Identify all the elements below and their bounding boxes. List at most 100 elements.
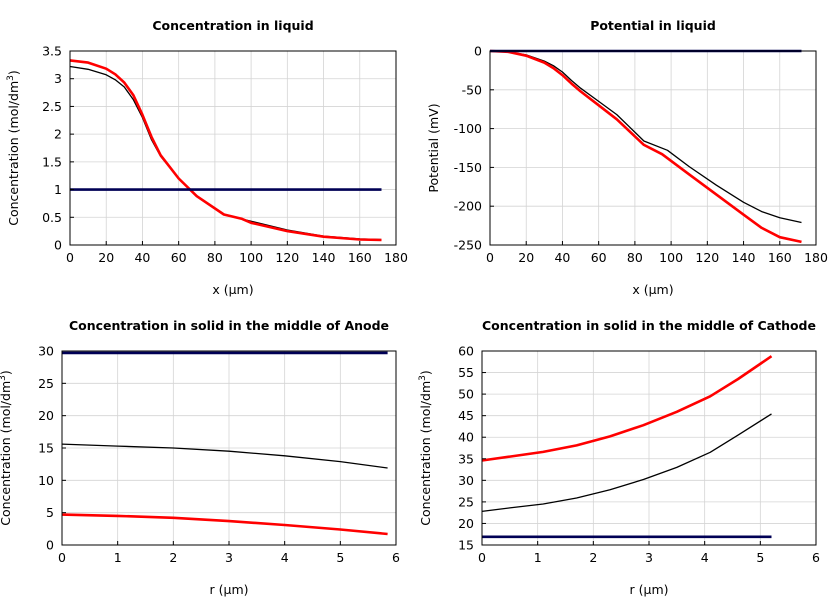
chart-panel-1: 0 20 40 60 80 100 120 140 160 180 0 0.5 1 1.5 2 2.5 3 3.5… [6,18,408,297]
y-axis-label: Concentration (mol/dm3) [418,370,433,526]
series-line-1 [69,65,382,241]
x-tick-label: 100 [239,250,263,265]
x-tick-label: 60 [591,250,607,265]
x-tick-label: 20 [98,250,114,265]
y-tick-label: 25 [38,376,54,391]
y-axis-label-sup: 3 [6,75,16,81]
x-tick-label: 3 [225,550,233,565]
y-tick-label: 2.5 [42,99,62,114]
y-tick-label: 30 [38,344,54,359]
x-tick-label: 180 [384,250,408,265]
y-tick-label: 30 [458,473,474,488]
x-tick-label: 60 [171,250,187,265]
y-axis-label-end: ) [418,370,433,375]
y-tick-label: 35 [458,451,474,466]
chart-panel-4: 0 1 2 3 4 5 615202530354045505560Concentration… [418,318,820,597]
x-tick-label: 0 [486,250,494,265]
series-line-1 [481,413,772,513]
series-line-2 [69,59,382,242]
y-axis-label-end: ) [6,70,21,75]
x-tick-label: 100 [659,250,683,265]
x-tick-label: 0 [58,550,66,565]
y-tick-label: 5 [46,505,54,520]
x-tick-label: 4 [701,550,709,565]
x-tick-label: 5 [336,550,344,565]
y-tick-label: 1 [54,182,62,197]
x-tick-label: 180 [804,250,828,265]
x-tick-label: 0 [66,250,74,265]
x-tick-label: 4 [281,550,289,565]
y-axis-label-main: Concentration (mol/dm [0,381,13,526]
y-tick-label: -200 [454,199,482,214]
x-tick-label: 140 [732,250,756,265]
y-tick-label: 40 [458,430,474,445]
y-tick-label: 2 [54,127,62,142]
y-tick-label: 20 [458,516,474,531]
x-tick-label: 2 [169,550,177,565]
x-tick-label: 40 [134,250,150,265]
y-tick-label: 25 [458,494,474,509]
x-axis-label: x (µm) [212,282,253,297]
x-tick-label: 160 [348,250,372,265]
y-tick-label: 10 [38,473,54,488]
chart-title: Concentration in solid in the middle of … [482,318,816,333]
y-tick-label: 60 [458,344,474,359]
series-line-1 [61,443,388,469]
y-axis-label-main: Potential (mV) [426,103,441,192]
y-axis-label-sup: 3 [418,375,428,381]
series-line-2 [481,355,773,462]
x-tick-label: 3 [645,550,653,565]
y-tick-label: 3.5 [42,44,62,59]
y-axis-label-main: Concentration (mol/dm [6,81,21,226]
y-tick-label: 0 [46,538,54,553]
y-tick-label: 0 [474,44,482,59]
x-tick-label: 5 [756,550,764,565]
y-tick-label: 45 [458,408,474,423]
chart-panel-3: 0 1 2 3 4 5 6 0 5 10 15 20 25 30 Concentration in soli… [0,318,400,597]
x-tick-label: 0 [478,550,486,565]
x-tick-label: 120 [695,250,719,265]
x-tick-label: 2 [589,550,597,565]
x-tick-label: 160 [768,250,792,265]
x-tick-label: 20 [518,250,534,265]
chart-title: Concentration in solid in the middle of … [69,318,389,333]
y-tick-label: 0 [54,238,62,253]
y-tick-label: 0.5 [42,210,62,225]
plot-frame [489,50,817,246]
y-tick-label: 15 [458,538,474,553]
y-axis-label-main: Concentration (mol/dm [418,381,433,526]
x-axis-label: r (µm) [210,582,249,597]
y-tick-label: 50 [458,387,474,402]
x-tick-label: 1 [534,550,542,565]
y-tick-label: 15 [38,441,54,456]
y-axis-label-end: ) [0,370,13,375]
x-tick-label: 80 [207,250,223,265]
y-axis-label-sup: 3 [0,375,8,381]
x-tick-label: 1 [114,550,122,565]
x-axis-label: x (µm) [632,282,673,297]
y-tick-label: 3 [54,71,62,86]
x-tick-label: 80 [627,250,643,265]
chart-title: Concentration in liquid [152,18,313,33]
y-tick-label: -100 [454,121,482,136]
y-tick-label: -150 [454,160,482,175]
y-axis-label: Concentration (mol/dm3) [0,370,13,526]
x-tick-label: 6 [392,550,400,565]
y-tick-label: 20 [38,408,54,423]
x-tick-label: 6 [812,550,820,565]
y-tick-label: -250 [454,238,482,253]
chart-title: Potential in liquid [590,18,716,33]
y-axis-label: Concentration (mol/dm3) [6,70,21,226]
plot-frame [69,50,397,246]
series-line-1 [489,50,802,224]
y-tick-label: 1.5 [42,154,62,169]
series-line-2 [489,49,802,244]
y-tick-label: -50 [462,82,482,97]
x-tick-label: 40 [554,250,570,265]
y-axis-label: Potential (mV) [426,103,441,192]
x-tick-label: 120 [275,250,299,265]
chart-panel-2: 0 20 40 60 80 100 120 140 160 180 -250 -200 -150 -100… [426,18,828,297]
y-tick-label: 55 [458,365,474,380]
x-axis-label: r (µm) [630,582,669,597]
